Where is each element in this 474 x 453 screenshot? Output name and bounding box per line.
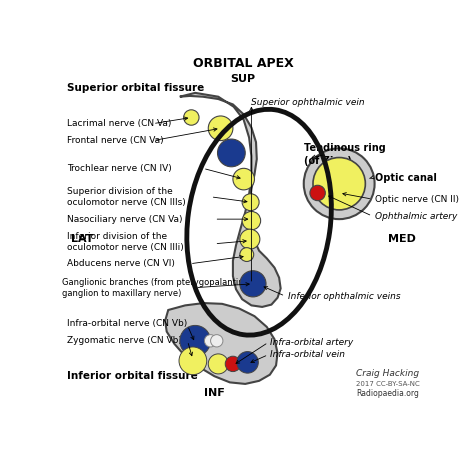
Text: MED: MED <box>388 234 416 244</box>
Circle shape <box>218 139 245 167</box>
Text: Tendinous ring
(of Zinn): Tendinous ring (of Zinn) <box>304 143 385 166</box>
Circle shape <box>304 148 374 219</box>
Circle shape <box>179 347 207 375</box>
Text: Inferior ophthalmic veins: Inferior ophthalmic veins <box>288 292 400 301</box>
Circle shape <box>240 271 266 297</box>
Text: Ophthalmic artery: Ophthalmic artery <box>374 212 457 221</box>
Circle shape <box>240 248 254 261</box>
Text: 2017 CC-BY-SA-NC: 2017 CC-BY-SA-NC <box>356 381 419 387</box>
Text: Inferior division of the
oculomotor nerve (CN IIIi): Inferior division of the oculomotor nerv… <box>66 232 183 252</box>
Text: Lacrimal nerve (CN Va): Lacrimal nerve (CN Va) <box>66 119 171 128</box>
Circle shape <box>240 229 260 249</box>
Text: ORBITAL APEX: ORBITAL APEX <box>192 57 293 70</box>
Text: Radiopaedia.org: Radiopaedia.org <box>356 389 419 398</box>
Polygon shape <box>165 303 278 384</box>
Circle shape <box>183 110 199 125</box>
Text: Infra-orbital artery: Infra-orbital artery <box>270 338 353 347</box>
Text: Infra-orbital nerve (CN Vb): Infra-orbital nerve (CN Vb) <box>66 319 187 328</box>
Circle shape <box>180 325 210 356</box>
Text: Superior division of the
oculomotor nerve (CN IIIs): Superior division of the oculomotor nerv… <box>66 187 185 207</box>
Text: SUP: SUP <box>230 74 255 84</box>
Circle shape <box>242 194 259 211</box>
Circle shape <box>225 356 241 371</box>
Circle shape <box>233 169 255 190</box>
Circle shape <box>242 212 261 230</box>
Polygon shape <box>180 93 281 307</box>
Circle shape <box>208 354 228 374</box>
Text: Nasociliary nerve (CN Va): Nasociliary nerve (CN Va) <box>66 215 182 224</box>
Circle shape <box>237 352 258 373</box>
Text: Craig Hacking: Craig Hacking <box>356 369 419 378</box>
Text: Abducens nerve (CN VI): Abducens nerve (CN VI) <box>66 259 174 268</box>
Circle shape <box>210 335 223 347</box>
Text: Zygomatic nerve (CN Vb): Zygomatic nerve (CN Vb) <box>66 336 182 345</box>
Text: Optic canal: Optic canal <box>374 173 437 183</box>
Text: Superior ophthalmic vein: Superior ophthalmic vein <box>251 97 365 106</box>
Text: Optic nerve (CN II): Optic nerve (CN II) <box>374 195 458 203</box>
Text: Superior orbital fissure: Superior orbital fissure <box>66 83 204 93</box>
Circle shape <box>208 116 233 140</box>
Text: Infra-orbital vein: Infra-orbital vein <box>270 350 345 359</box>
Text: Frontal nerve (CN Va): Frontal nerve (CN Va) <box>66 136 163 145</box>
Text: LAT: LAT <box>71 234 94 244</box>
Circle shape <box>310 185 325 201</box>
Text: Trochlear nerve (CN IV): Trochlear nerve (CN IV) <box>66 164 171 173</box>
Text: INF: INF <box>204 388 225 398</box>
Circle shape <box>204 335 217 347</box>
Text: Inferior orbital fissure: Inferior orbital fissure <box>66 371 197 381</box>
Circle shape <box>313 158 365 210</box>
Text: Ganglionic branches (from pterygopalantine
ganglion to maxillary nerve): Ganglionic branches (from pterygopalanti… <box>62 278 249 298</box>
